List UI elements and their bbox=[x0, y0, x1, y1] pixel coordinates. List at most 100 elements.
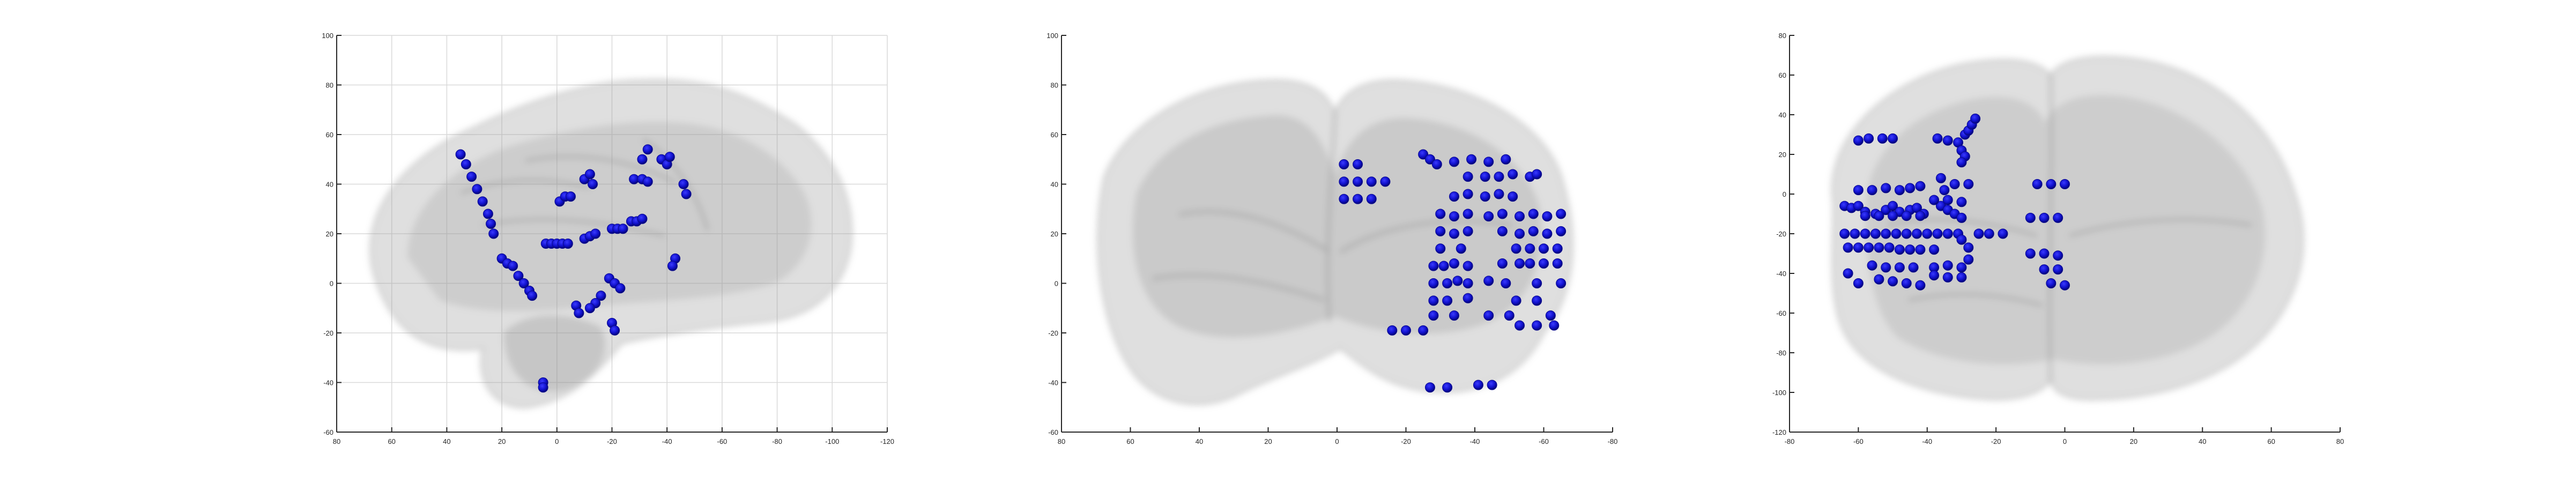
electrode-point bbox=[1525, 258, 1535, 269]
electrode-point bbox=[1449, 157, 1459, 167]
y-tick-label: 40 bbox=[326, 181, 333, 189]
y-tick-label: 60 bbox=[1051, 131, 1058, 139]
electrode-point bbox=[1501, 278, 1511, 288]
y-tick-label: -60 bbox=[1048, 428, 1058, 436]
electrode-point bbox=[1463, 278, 1473, 288]
electrode-point bbox=[1483, 157, 1494, 167]
electrode-point bbox=[1939, 185, 1950, 196]
electrode-point bbox=[1860, 211, 1870, 221]
electrode-point bbox=[1487, 380, 1497, 390]
y-tick-label: -60 bbox=[323, 428, 333, 436]
electrode-markers bbox=[1339, 149, 1567, 393]
electrode-point bbox=[1466, 154, 1477, 165]
electrode-point bbox=[486, 219, 496, 229]
electrode-point bbox=[1853, 278, 1864, 288]
x-tick-label: 0 bbox=[555, 437, 559, 445]
electrode-point bbox=[1998, 228, 2008, 239]
electrode-point bbox=[1888, 276, 1898, 287]
electrode-point bbox=[667, 261, 678, 271]
y-tick-label: 0 bbox=[1055, 280, 1058, 288]
electrode-point bbox=[1435, 226, 1446, 236]
electrode-point bbox=[1877, 133, 1888, 144]
electrode-point bbox=[2032, 179, 2043, 189]
electrode-point bbox=[1449, 228, 1459, 239]
x-tick-label: -120 bbox=[880, 437, 894, 445]
electrode-point bbox=[1949, 179, 1960, 189]
electrode-point bbox=[1528, 209, 1539, 219]
electrode-point bbox=[1894, 185, 1905, 196]
electrode-point bbox=[1908, 262, 1919, 273]
electrode-point bbox=[1915, 244, 1926, 255]
x-tick-label: -80 bbox=[1785, 437, 1795, 445]
x-tick-label: -20 bbox=[1991, 437, 2001, 445]
electrode-point bbox=[1956, 212, 1967, 223]
electrode-point bbox=[2025, 248, 2036, 259]
electrode-point bbox=[642, 144, 653, 155]
y-tick-label: -20 bbox=[1776, 230, 1786, 238]
electrode-point bbox=[1984, 228, 1994, 239]
electrode-point bbox=[1843, 268, 1853, 279]
y-tick-label: 40 bbox=[1779, 111, 1786, 119]
electrode-point bbox=[1888, 211, 1898, 221]
x-tick-label: 0 bbox=[2063, 437, 2067, 445]
electrode-point bbox=[1438, 261, 1449, 271]
electrode-point bbox=[472, 184, 482, 195]
electrode-point bbox=[1494, 172, 1504, 182]
y-tick-label: -60 bbox=[1776, 309, 1786, 317]
electrode-point bbox=[1418, 149, 1429, 160]
electrode-point bbox=[508, 261, 518, 271]
electrode-point bbox=[1511, 295, 1521, 306]
electrode-point bbox=[1881, 183, 1891, 194]
electrode-point bbox=[1549, 320, 1560, 331]
electrode-point bbox=[1431, 159, 1442, 169]
electrode-point bbox=[2025, 212, 2036, 223]
electrode-point bbox=[1870, 228, 1881, 239]
x-tick-label: -40 bbox=[1470, 437, 1480, 445]
electrode-point bbox=[562, 239, 573, 249]
x-tick-label: -80 bbox=[1608, 437, 1618, 445]
electrode-point bbox=[1932, 133, 1943, 144]
electrode-point bbox=[1515, 320, 1525, 331]
x-tick-label: 20 bbox=[1264, 437, 1272, 445]
electrode-point bbox=[1542, 211, 1553, 222]
electrode-point bbox=[1891, 228, 1902, 239]
electrode-point bbox=[1901, 228, 1912, 239]
electrode-point bbox=[477, 196, 488, 207]
brain-axial-silhouette bbox=[1831, 56, 2304, 400]
electrode-point bbox=[1353, 176, 1363, 187]
y-tick-label: 20 bbox=[1779, 151, 1786, 159]
y-tick-label: 60 bbox=[1779, 71, 1786, 79]
electrode-point bbox=[1532, 278, 1542, 288]
electrode-point bbox=[538, 382, 548, 393]
electrode-point bbox=[1874, 211, 1884, 221]
electrode-point bbox=[1483, 276, 1494, 286]
electrode-markers bbox=[1839, 113, 2070, 291]
electrode-point bbox=[1552, 258, 1563, 269]
electrode-point bbox=[1552, 243, 1563, 254]
x-tick-label: 80 bbox=[2336, 437, 2344, 445]
electrode-point bbox=[1942, 135, 1953, 146]
electrode-point bbox=[527, 291, 538, 301]
y-tick-label: 60 bbox=[326, 131, 333, 139]
electrode-point bbox=[1339, 176, 1349, 187]
electrode-point bbox=[1843, 242, 1853, 253]
electrode-point bbox=[1428, 278, 1439, 288]
electrode-point bbox=[1932, 228, 1943, 239]
electrode-point bbox=[584, 303, 595, 314]
electrode-point bbox=[1353, 194, 1363, 204]
y-tick-label: 100 bbox=[322, 32, 333, 40]
electrode-point bbox=[1366, 176, 1377, 187]
electrode-point bbox=[1508, 191, 1518, 202]
electrode-point bbox=[1449, 310, 1459, 321]
electrode-markers bbox=[455, 144, 692, 393]
electrode-point bbox=[1867, 185, 1877, 196]
x-tick-label: 0 bbox=[1335, 437, 1339, 445]
electrode-point bbox=[2053, 212, 2063, 223]
electrode-point bbox=[1525, 243, 1535, 254]
electrode-point bbox=[1850, 228, 1860, 239]
electrode-point bbox=[1442, 382, 1453, 393]
electrode-point bbox=[1915, 211, 1926, 221]
electrode-point bbox=[1922, 228, 1933, 239]
electrode-point bbox=[574, 308, 584, 318]
